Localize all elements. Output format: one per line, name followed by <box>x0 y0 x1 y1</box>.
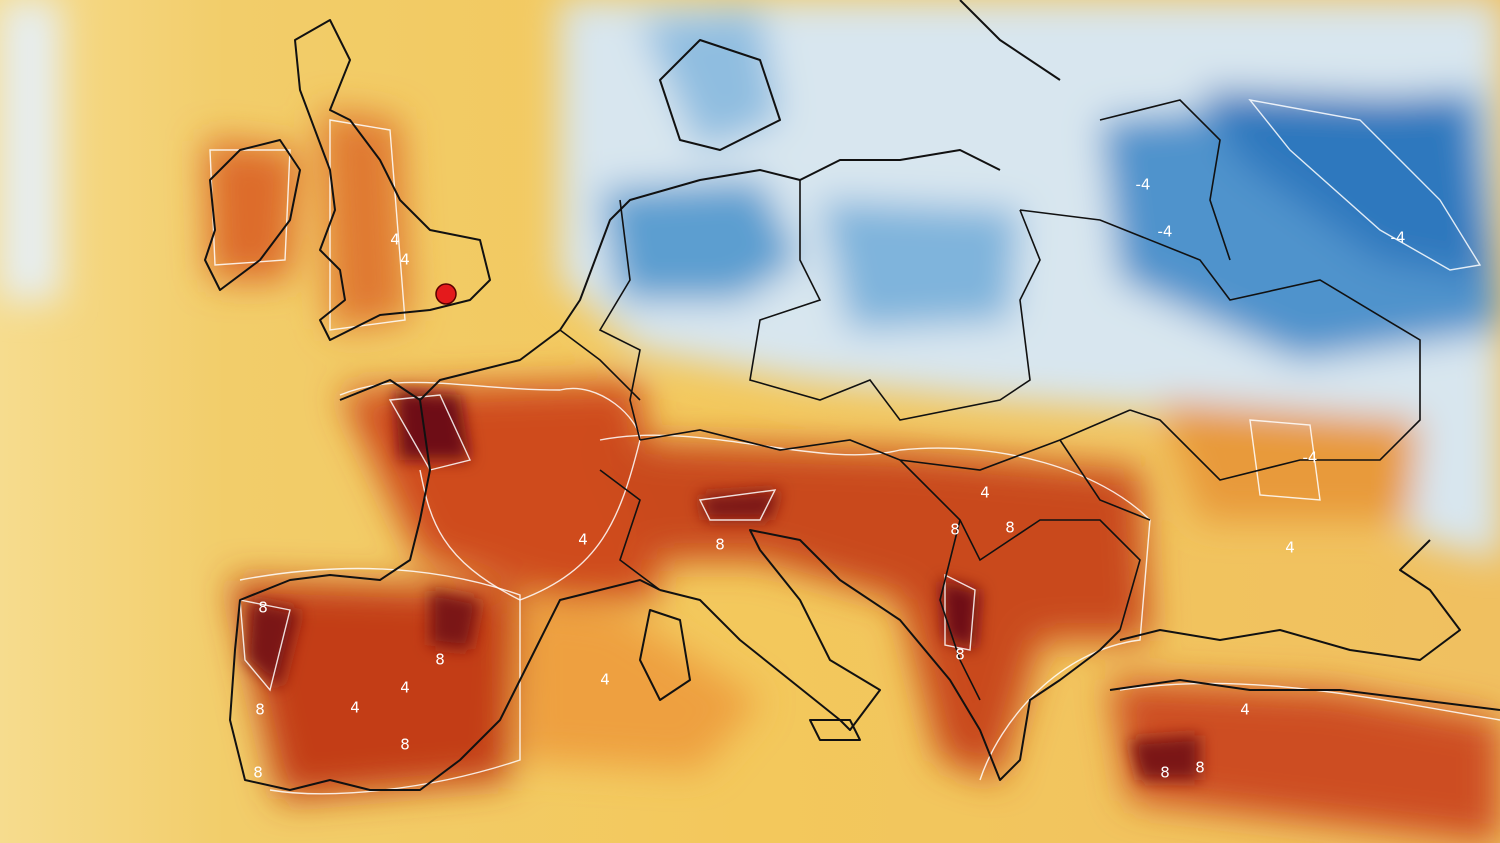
coastlines <box>204 0 1500 791</box>
contour-label: 8 <box>715 536 725 554</box>
contour-label: 4 <box>400 679 410 697</box>
borders <box>559 99 1421 701</box>
contour-label: 8 <box>950 521 960 539</box>
contour-label: 8 <box>253 764 263 782</box>
contour-label: 4 <box>400 251 410 269</box>
contour-label: 8 <box>1160 764 1170 782</box>
contour-label: 8 <box>1195 759 1205 777</box>
contour-label: 4 <box>1240 701 1250 719</box>
contour-label: 4 <box>578 531 588 549</box>
contour-label: -4 <box>1303 449 1318 467</box>
location-marker <box>435 283 457 305</box>
contour-label: 4 <box>1285 539 1295 557</box>
contour-label: 8 <box>258 599 268 617</box>
contour-label: -4 <box>1136 176 1151 194</box>
contour-label: 8 <box>435 651 445 669</box>
contour-label: 8 <box>955 646 965 664</box>
contour-label: -4 <box>1391 229 1406 247</box>
contour-label: 8 <box>1005 519 1015 537</box>
contour-label: 4 <box>600 671 610 689</box>
contour-label: 4 <box>390 231 400 249</box>
contour-label: 4 <box>980 484 990 502</box>
contour-label: 8 <box>255 701 265 719</box>
contour-label: 4 <box>350 699 360 717</box>
contour-label: -4 <box>1158 223 1173 241</box>
contour-label: 8 <box>400 736 410 754</box>
